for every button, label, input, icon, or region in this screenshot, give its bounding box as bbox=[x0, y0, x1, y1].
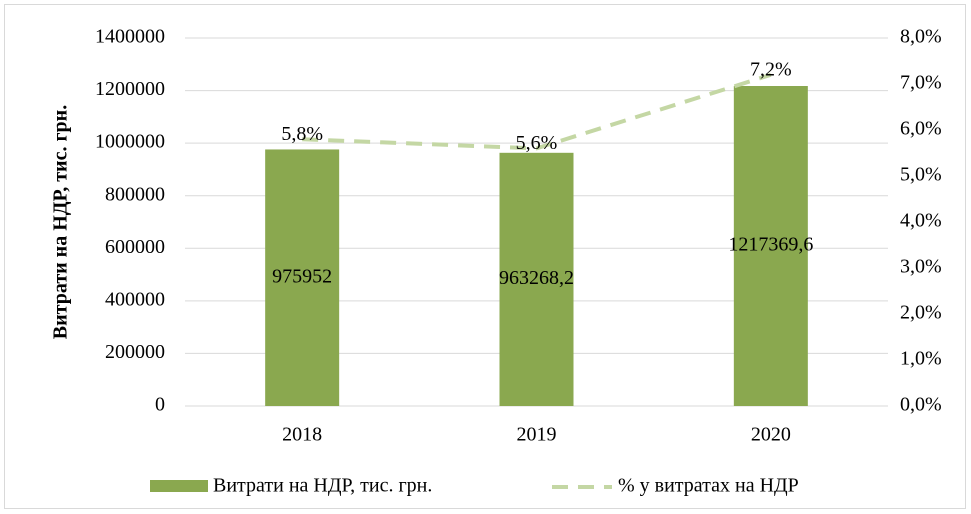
y2-tick-label: 7,0% bbox=[900, 72, 942, 94]
y-tick-label: 1000000 bbox=[95, 131, 165, 153]
y2-tick-label: 4,0% bbox=[900, 210, 942, 232]
x-tick-label: 2018 bbox=[282, 424, 322, 446]
y-axis-label: Витрати на НДР, тис. грн. bbox=[50, 105, 72, 339]
data-label: 5,6% bbox=[516, 132, 558, 154]
data-label: 975952 bbox=[272, 265, 332, 287]
y-tick-label: 0 bbox=[155, 394, 165, 416]
y-tick-label: 400000 bbox=[105, 288, 165, 310]
y2-tick-label: 1,0% bbox=[900, 348, 942, 370]
legend-label: % у витратах на НДР bbox=[618, 475, 799, 497]
data-label: 963268,2 bbox=[499, 267, 574, 289]
bar bbox=[733, 86, 808, 406]
legend-label: Витрати на НДР, тис. грн. bbox=[213, 475, 432, 497]
bar bbox=[499, 152, 574, 406]
bar bbox=[265, 149, 340, 406]
data-label: 7,2% bbox=[750, 58, 792, 80]
y-tick-label: 200000 bbox=[105, 341, 165, 363]
y-tick-label: 1200000 bbox=[95, 78, 165, 100]
y2-tick-label: 0,0% bbox=[900, 394, 942, 416]
x-tick-label: 2020 bbox=[751, 424, 791, 446]
y2-tick-label: 3,0% bbox=[900, 256, 942, 278]
y-tick-label: 600000 bbox=[105, 236, 165, 258]
y2-tick-label: 6,0% bbox=[900, 118, 942, 140]
data-label: 5,8% bbox=[281, 123, 323, 145]
y-tick-label: 1400000 bbox=[95, 26, 165, 48]
x-tick-label: 2019 bbox=[517, 424, 557, 446]
y2-tick-label: 8,0% bbox=[900, 26, 942, 48]
y2-tick-label: 5,0% bbox=[900, 164, 942, 186]
data-label: 1217369,6 bbox=[728, 234, 813, 256]
line bbox=[302, 72, 772, 151]
legend-swatch bbox=[150, 480, 208, 492]
y2-tick-label: 2,0% bbox=[900, 302, 942, 324]
y-tick-label: 800000 bbox=[105, 183, 165, 205]
